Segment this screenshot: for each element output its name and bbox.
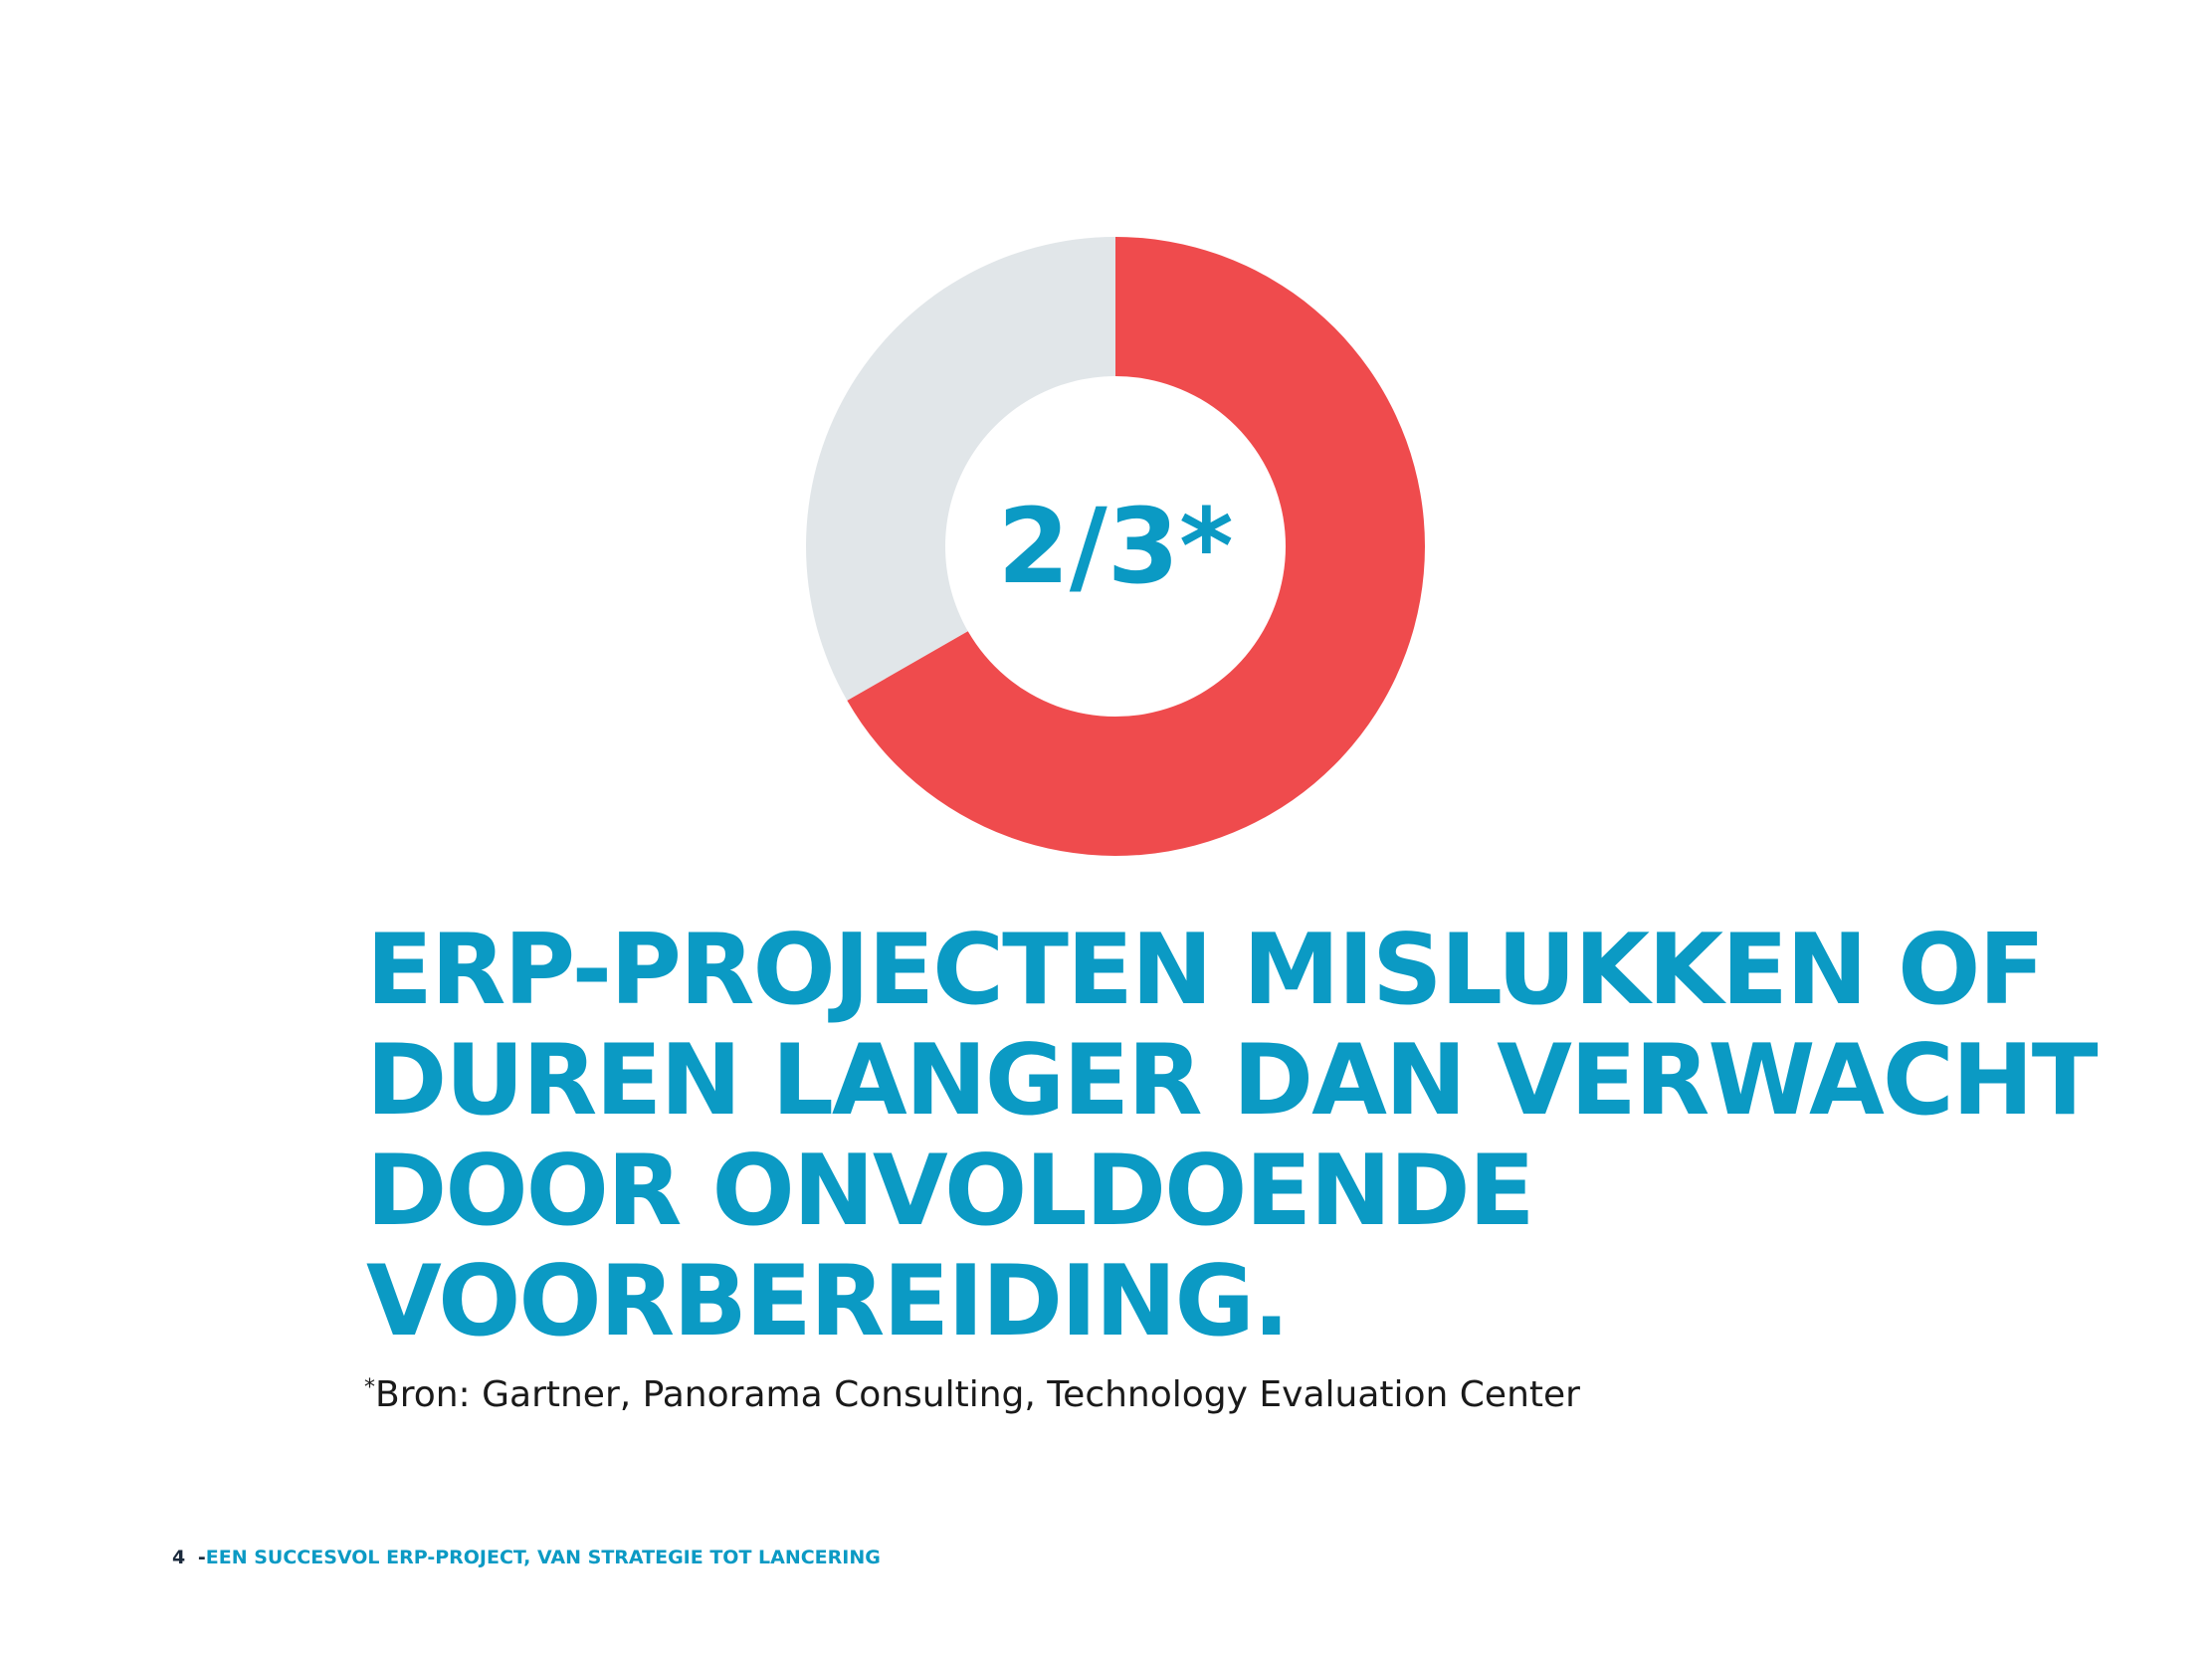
footer-separator: -: [197, 1547, 206, 1568]
donut-center-label: 2/3*: [997, 486, 1233, 607]
headline-line-2: DUREN LANGER DAN VERWACHT: [366, 1024, 2099, 1138]
source-asterisk: *: [364, 1375, 375, 1400]
source-text: Bron: Gartner, Panorama Consulting, Tech…: [375, 1374, 1580, 1415]
page-number: 4: [172, 1547, 186, 1568]
headline-line-3: DOOR ONVOLDOENDE: [366, 1135, 1535, 1248]
headline-line-4: VOORBEREIDING.: [366, 1245, 1290, 1358]
donut-slice-1: [847, 237, 1425, 856]
donut-slice-2: [806, 237, 1115, 701]
source-note: *Bron: Gartner, Panorama Consulting, Tec…: [364, 1364, 1580, 1419]
donut-chart: 2/3*: [806, 237, 1425, 856]
footer-document-title: EEN SUCCESVOL ERP-PROJECT, VAN STRATEGIE…: [205, 1547, 881, 1568]
headline-line-1: ERP-PROJECTEN MISLUKKEN OF: [366, 914, 2045, 1027]
donut-slices: [806, 237, 1425, 856]
page-footer: 4 -EEN SUCCESVOL ERP-PROJECT, VAN STRATE…: [172, 1546, 881, 1569]
donut-chart-svg: 2/3*: [806, 237, 1425, 856]
headline: ERP-PROJECTEN MISLUKKEN OF DUREN LANGER …: [366, 914, 2099, 1358]
